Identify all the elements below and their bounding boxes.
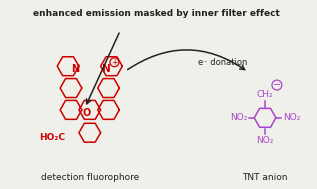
Text: NO₂: NO₂: [230, 113, 247, 122]
Text: N: N: [102, 64, 111, 74]
Text: CH₂: CH₂: [257, 91, 273, 99]
Text: enhanced emission masked by inner filter effect: enhanced emission masked by inner filter…: [33, 9, 280, 18]
Text: detection fluorophore: detection fluorophore: [41, 173, 139, 182]
Text: N: N: [71, 64, 79, 74]
Text: TNT anion: TNT anion: [242, 173, 288, 182]
Text: HO₂C: HO₂C: [39, 133, 65, 142]
Text: NO₂: NO₂: [283, 113, 300, 122]
Text: O: O: [83, 108, 91, 118]
Text: −: −: [273, 80, 281, 90]
Text: NO₂: NO₂: [256, 136, 274, 145]
Text: e⁻ donation: e⁻ donation: [198, 58, 247, 67]
Text: +: +: [111, 58, 118, 67]
